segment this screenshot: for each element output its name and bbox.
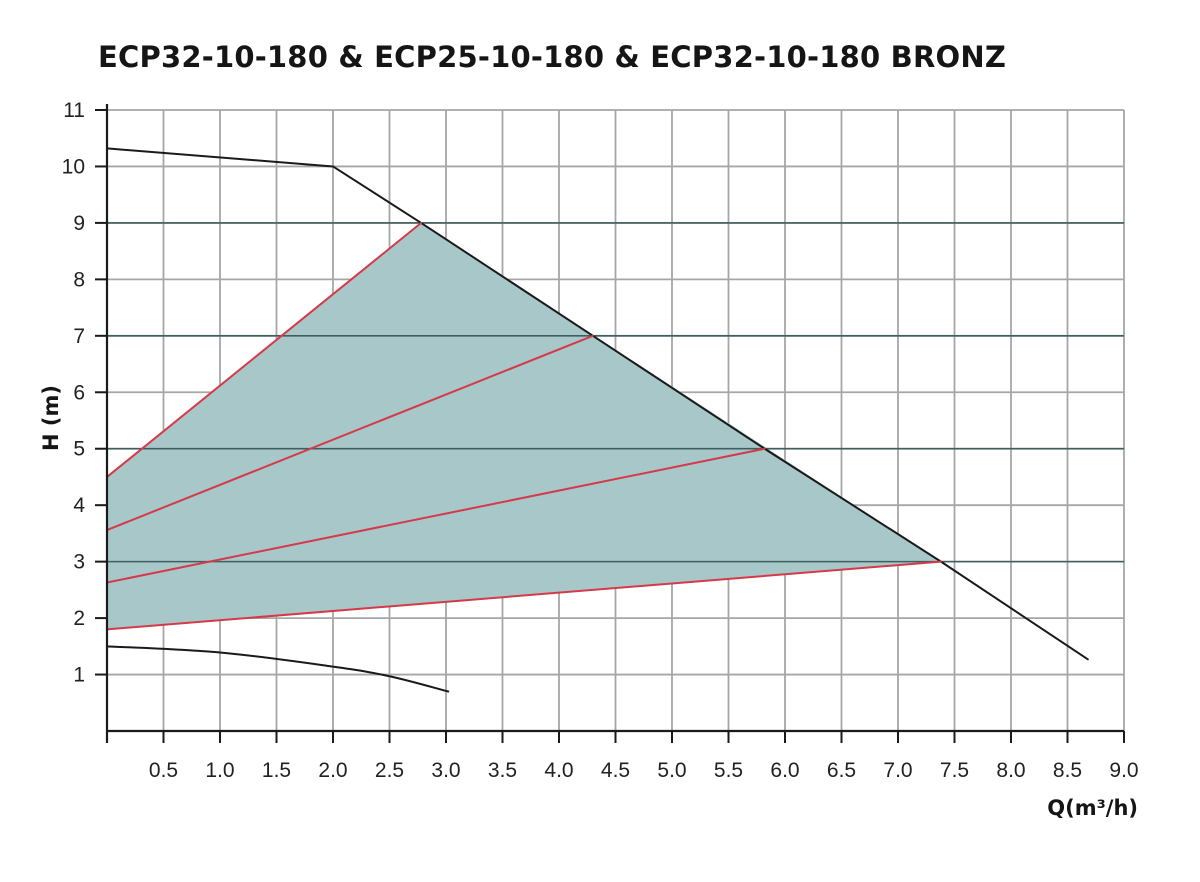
- y-tick-label: 2: [73, 607, 85, 630]
- x-tick-label: 1.5: [262, 759, 291, 782]
- x-tick-label: 7.0: [883, 759, 912, 782]
- y-tick-label: 10: [62, 155, 85, 178]
- series-line-4: [106, 334, 594, 532]
- series: [106, 147, 1089, 693]
- series-line-6: [106, 560, 942, 631]
- y-tick-label: 11: [63, 99, 85, 122]
- x-tick-label: 5.0: [657, 759, 686, 782]
- x-tick-label: 2.0: [318, 759, 347, 782]
- x-tick-label: 1.0: [205, 759, 234, 782]
- y-ticks: 1 2 3 4 5 6 7 8 9 10 11: [62, 99, 107, 687]
- x-tick-label: 0.5: [149, 759, 178, 782]
- x-tick-label: 6.5: [827, 759, 856, 782]
- y-tick-label: 7: [73, 325, 85, 348]
- series-line-2: [106, 645, 450, 693]
- chart-title: ECP32-10-180 & ECP25-10-180 & ECP32-10-1…: [98, 40, 1007, 74]
- y-tick-label: 4: [73, 494, 85, 517]
- x-tick-label: 9.0: [1109, 759, 1138, 782]
- y-tick-label: 9: [73, 212, 85, 235]
- x-tick-label: 8.0: [996, 759, 1025, 782]
- y-tick-label: 1: [73, 664, 85, 687]
- x-tick-label: 2.5: [375, 759, 404, 782]
- y-tick-label: 8: [73, 268, 85, 291]
- series-line-5: [106, 447, 766, 584]
- y-axis-label: H (m): [39, 385, 63, 451]
- operating-area: [107, 222, 941, 630]
- x-tick-label: 7.5: [940, 759, 969, 782]
- x-axis-label: Q(m³/h): [1047, 796, 1138, 820]
- x-tick-label: 6.0: [770, 759, 799, 782]
- operating-area-polygon: [107, 222, 941, 630]
- x-tick-label: 4.0: [544, 759, 573, 782]
- x-tick-label: 3.5: [488, 759, 517, 782]
- series-line-3: [106, 221, 423, 478]
- x-tick-label: 4.5: [601, 759, 630, 782]
- y-tick-label: 3: [73, 551, 85, 574]
- x-ticks: 0.5 1.0 1.5 2.0 2.5 3.0 3.5 4.0 4.5 5.0 5.5 6.0 6.5 7…: [149, 731, 1139, 782]
- y-tick-label: 6: [73, 381, 85, 404]
- y-tick-label: 5: [73, 438, 85, 461]
- x-tick-label: 5.5: [714, 759, 743, 782]
- x-tick-label: 3.0: [431, 759, 460, 782]
- x-tick-label: 8.5: [1053, 759, 1082, 782]
- highlight-lines: [107, 222, 1124, 563]
